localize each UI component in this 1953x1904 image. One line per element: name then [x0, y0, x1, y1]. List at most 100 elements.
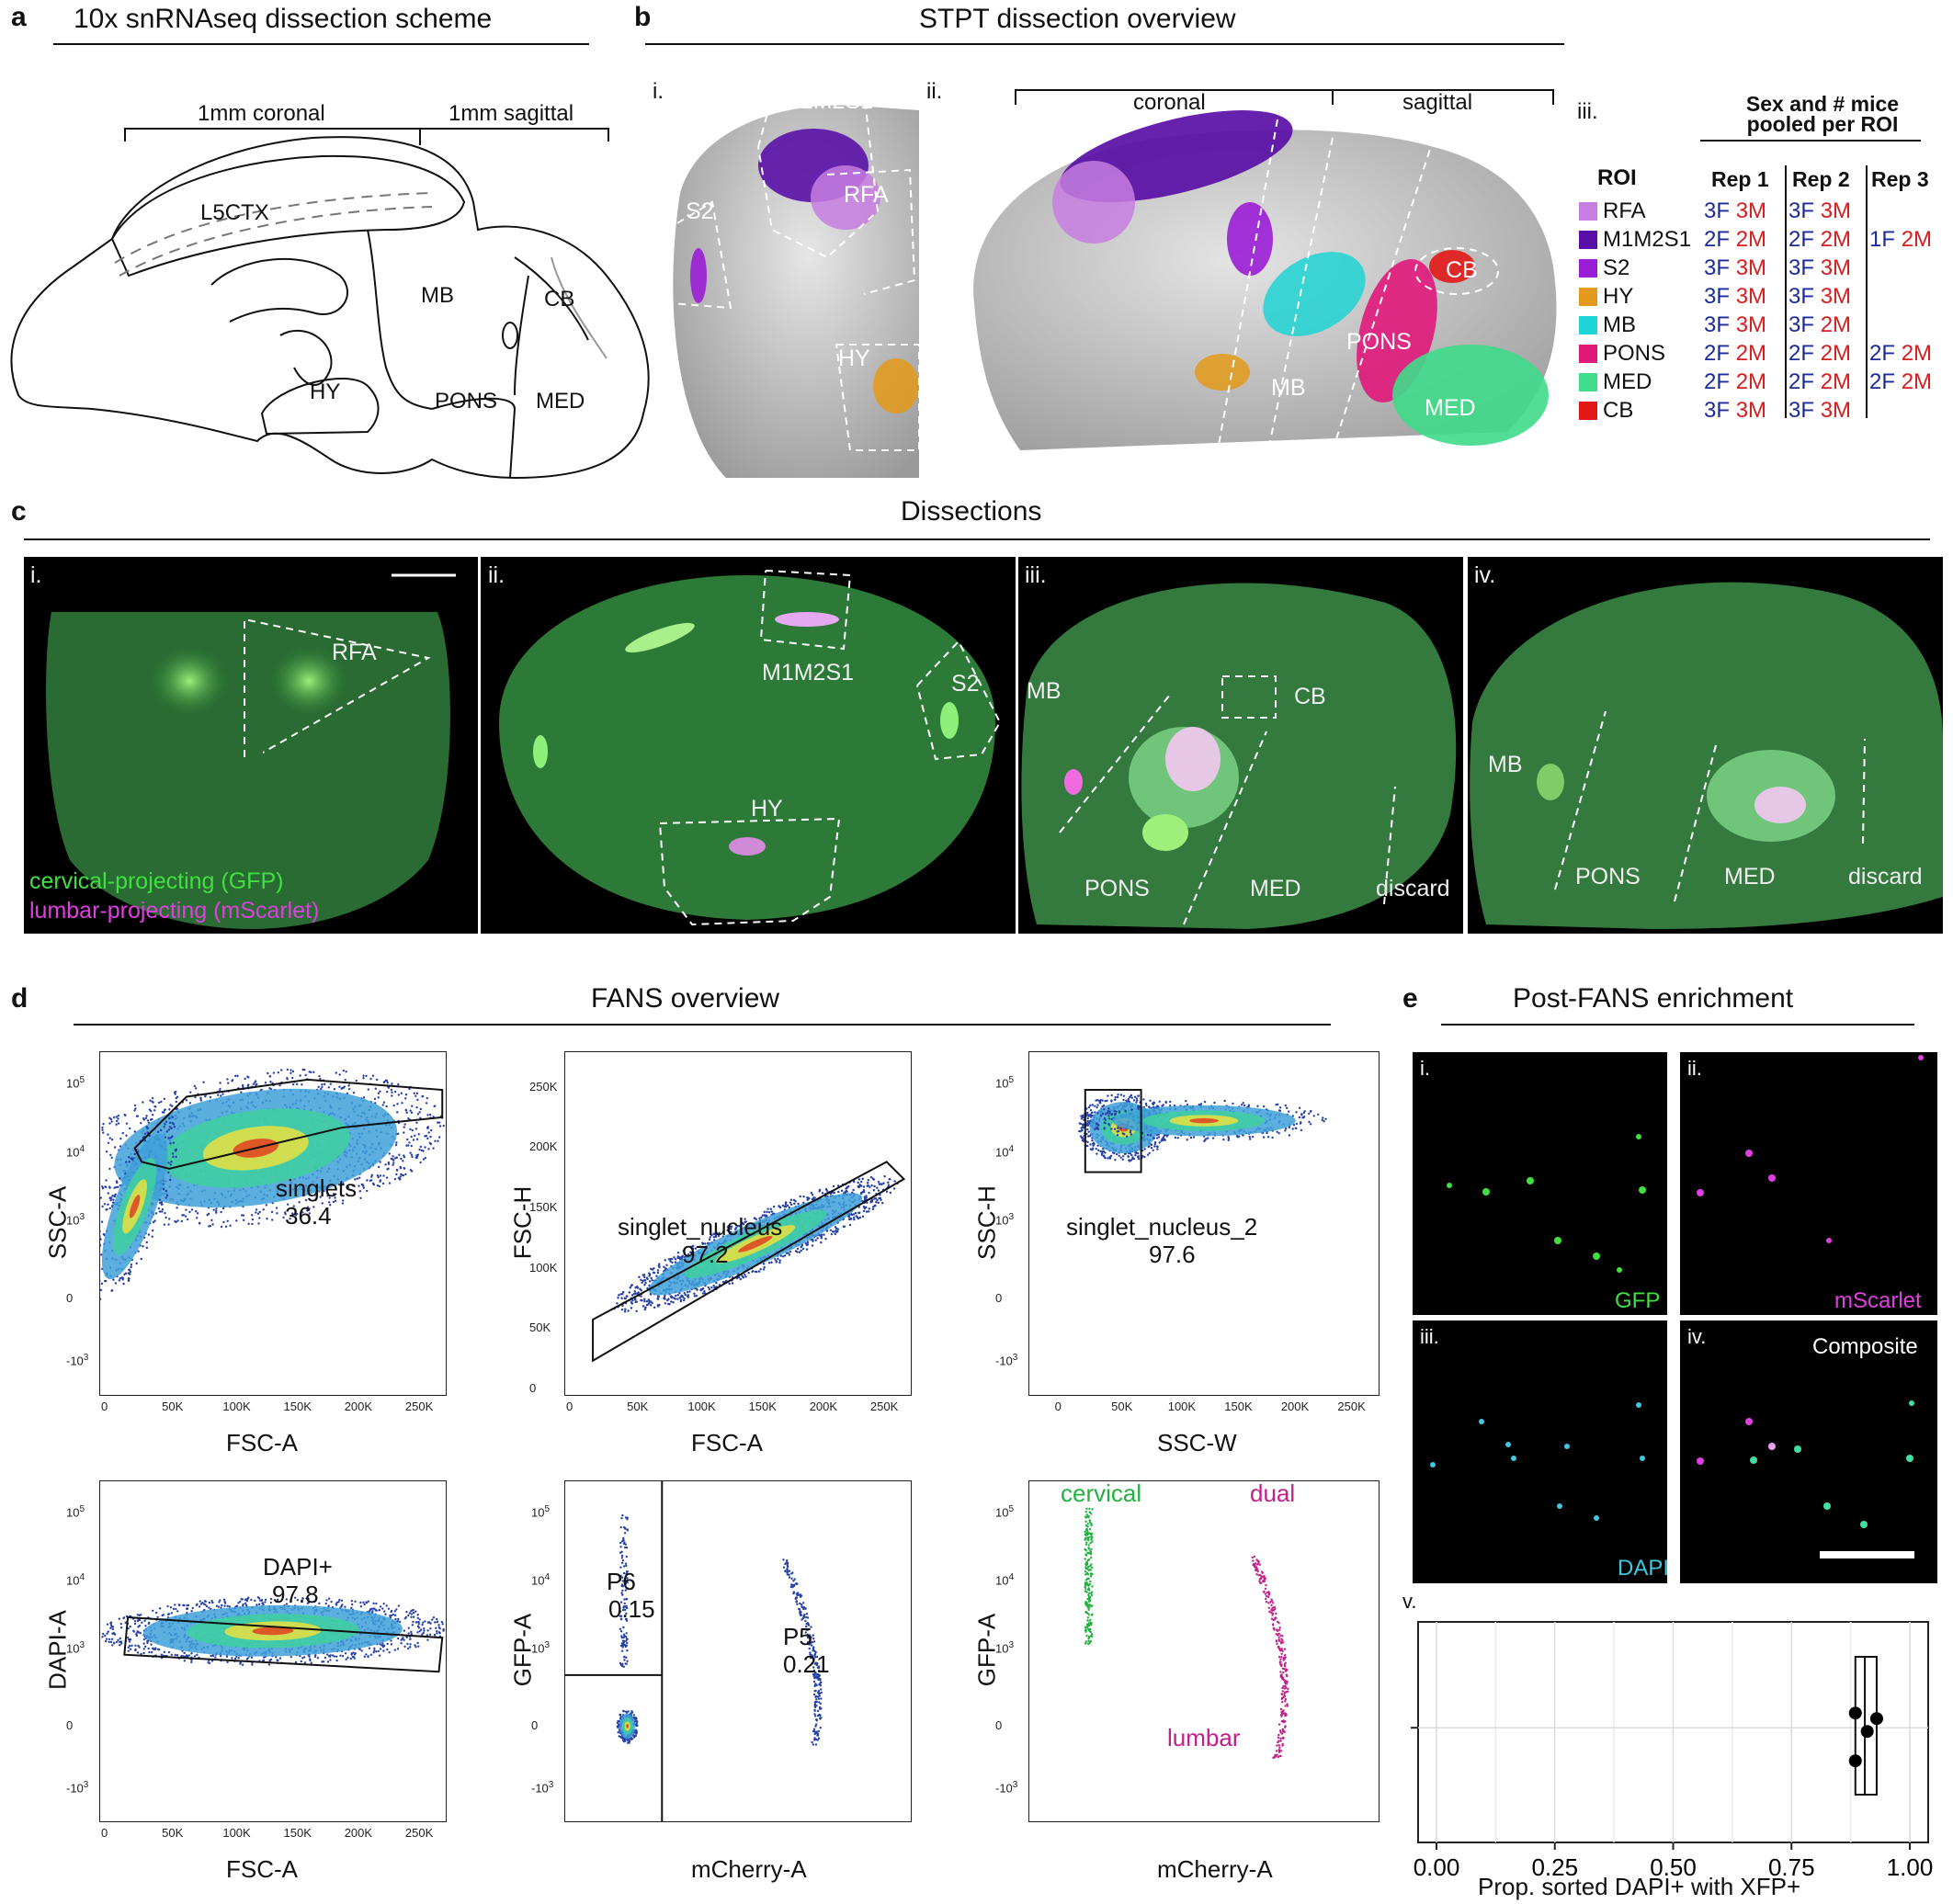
y-tick-base: 10	[531, 1505, 545, 1520]
roi-name: M1M2S1	[1603, 227, 1692, 252]
fans-plot-4	[99, 1480, 447, 1822]
y-tick-exponent: 3	[1008, 1212, 1015, 1223]
fans-plot-1	[99, 1051, 447, 1396]
x-tick-label: 150K	[283, 1400, 312, 1413]
roi-cell-rep2: 2F 2M	[1788, 227, 1851, 253]
e-v-xlabel: Prop. sorted DAPI+ with XFP+	[1478, 1873, 1801, 1900]
y-tick-exponent: 5	[1008, 1503, 1015, 1514]
roi-cell-rep1: 3F 3M	[1704, 198, 1766, 224]
y-tick-label: 200K	[529, 1139, 558, 1154]
y-tick-label: 103	[531, 1640, 550, 1655]
x-tick-label: 0	[1054, 1400, 1062, 1413]
roi-cell-rep2: 3F 3M	[1788, 255, 1851, 281]
roi-female-count: 2F	[1869, 369, 1896, 394]
fans-plot-xlabel: mCherry-A	[1157, 1855, 1273, 1883]
y-tick-label: 103	[995, 1212, 1014, 1227]
roi-female-count: 2F	[1788, 227, 1815, 252]
b-table-divider-1	[1785, 165, 1787, 418]
e-label-dapi: DAPI	[1618, 1556, 1670, 1581]
y-tick-exponent: 3	[79, 1639, 85, 1650]
b-rep3-header: Rep 3	[1871, 167, 1929, 191]
e-v-xtick-label: 0.25	[1531, 1853, 1578, 1881]
y-tick-base: 0	[995, 1291, 1003, 1306]
gate-label: 0.21	[783, 1650, 830, 1678]
e-iii-dapi-image	[1413, 1320, 1667, 1583]
roi-cell-rep1: 3F 3M	[1704, 398, 1766, 424]
y-tick-label: 105	[995, 1075, 1014, 1090]
gate-label: 97.8	[272, 1581, 319, 1608]
c-ii-image	[481, 557, 1016, 934]
roi-female-count: 2F	[1704, 227, 1731, 252]
roi-female-count: 3F	[1788, 198, 1815, 223]
x-tick-label: 50K	[1111, 1400, 1133, 1413]
x-tick-label: 50K	[162, 1400, 184, 1413]
c-iii-image	[1018, 557, 1463, 934]
y-tick-label: 50K	[529, 1320, 551, 1335]
c-ii-label-m1m2s1: M1M2S1	[762, 660, 855, 686]
y-tick-label: 103	[66, 1212, 85, 1227]
roi-name: S2	[1603, 255, 1630, 280]
y-tick-label: 105	[531, 1504, 550, 1519]
y-tick-base: -10	[995, 1780, 1013, 1795]
roi-swatch	[1579, 345, 1597, 363]
b-ii-brain-render	[973, 89, 1557, 451]
roi-cell-rep1: 3F 3M	[1704, 312, 1766, 338]
roi-swatch	[1579, 231, 1597, 249]
b-i-label-m1m2s1: M1M2S1	[781, 88, 874, 114]
y-tick-exponent: 3	[1012, 1779, 1018, 1790]
y-tick-label: 103	[995, 1640, 1014, 1655]
y-tick-label: 105	[66, 1075, 85, 1090]
roi-cell-rep2: 2F 2M	[1788, 341, 1851, 367]
x-tick-label: 50K	[162, 1826, 184, 1840]
a-region-med: MED	[536, 389, 585, 414]
e-v-box-plot: 0.00 0.25 0.50 0.75 1.00	[1411, 1621, 1933, 1881]
y-tick-base: -10	[995, 1354, 1013, 1368]
c-sub-iii: iii.	[1025, 562, 1047, 588]
y-tick-base: 10	[995, 1076, 1009, 1091]
e-label-mscarlet: mScarlet	[1834, 1288, 1922, 1313]
roi-male-count: 2M	[1735, 227, 1767, 252]
c-legend-mscarlet: lumbar-projecting (mScarlet)	[29, 898, 320, 924]
x-tick-label: 200K	[344, 1826, 373, 1840]
gate-label: dual	[1250, 1479, 1296, 1507]
gate-label: 97.6	[1149, 1241, 1196, 1268]
x-tick-label: 200K	[809, 1400, 838, 1413]
x-tick-label: 100K	[222, 1826, 251, 1840]
gate-label: singlet_nucleus_2	[1066, 1213, 1258, 1241]
x-tick-label: 50K	[627, 1400, 649, 1413]
fans-plot-ylabel: FSC-H	[508, 1185, 537, 1259]
e-sub-v: v.	[1402, 1590, 1417, 1613]
x-tick-label: 200K	[1280, 1400, 1310, 1413]
panel-e-title: Post-FANS enrichment	[1513, 983, 1794, 1014]
y-tick-label: 0	[66, 1718, 73, 1732]
roi-name: CB	[1603, 398, 1634, 423]
y-tick-label: 105	[66, 1504, 85, 1519]
y-tick-label: 0	[66, 1291, 73, 1305]
a-region-pons: PONS	[435, 389, 498, 414]
b-ii-label-pons: PONS	[1346, 329, 1412, 355]
y-tick-base: 0	[995, 1718, 1003, 1732]
x-tick-label: 0	[101, 1826, 108, 1840]
c-iii-label-cb: CB	[1294, 684, 1326, 709]
b-sub-iii: iii.	[1577, 99, 1598, 124]
y-tick-exponent: 3	[544, 1639, 551, 1650]
b-i-label-rfa: RFA	[844, 182, 889, 208]
roi-cell-rep1: 3F 3M	[1704, 284, 1766, 310]
b-table-header-line2: pooled per ROI	[1746, 112, 1899, 136]
c-iv-label-discard: discard	[1848, 864, 1923, 890]
gate-label: P6	[607, 1568, 636, 1595]
roi-name: RFA	[1603, 198, 1646, 223]
panel-a-letter: a	[11, 2, 27, 32]
roi-cell-rep2: 2F 2M	[1788, 369, 1851, 395]
roi-male-count: 2M	[1820, 341, 1852, 366]
roi-male-count: 2M	[1820, 227, 1852, 252]
y-tick-label: 105	[995, 1504, 1014, 1519]
c-iii-label-med: MED	[1250, 876, 1301, 901]
y-tick-exponent: 5	[79, 1503, 85, 1514]
panel-a-rule	[53, 43, 589, 45]
y-tick-exponent: 3	[1012, 1353, 1018, 1364]
roi-swatch	[1579, 373, 1597, 391]
y-tick-label: -103	[66, 1353, 88, 1367]
roi-cell-rep3: 2F 2M	[1869, 341, 1932, 367]
panel-d-title: FANS overview	[591, 983, 780, 1014]
